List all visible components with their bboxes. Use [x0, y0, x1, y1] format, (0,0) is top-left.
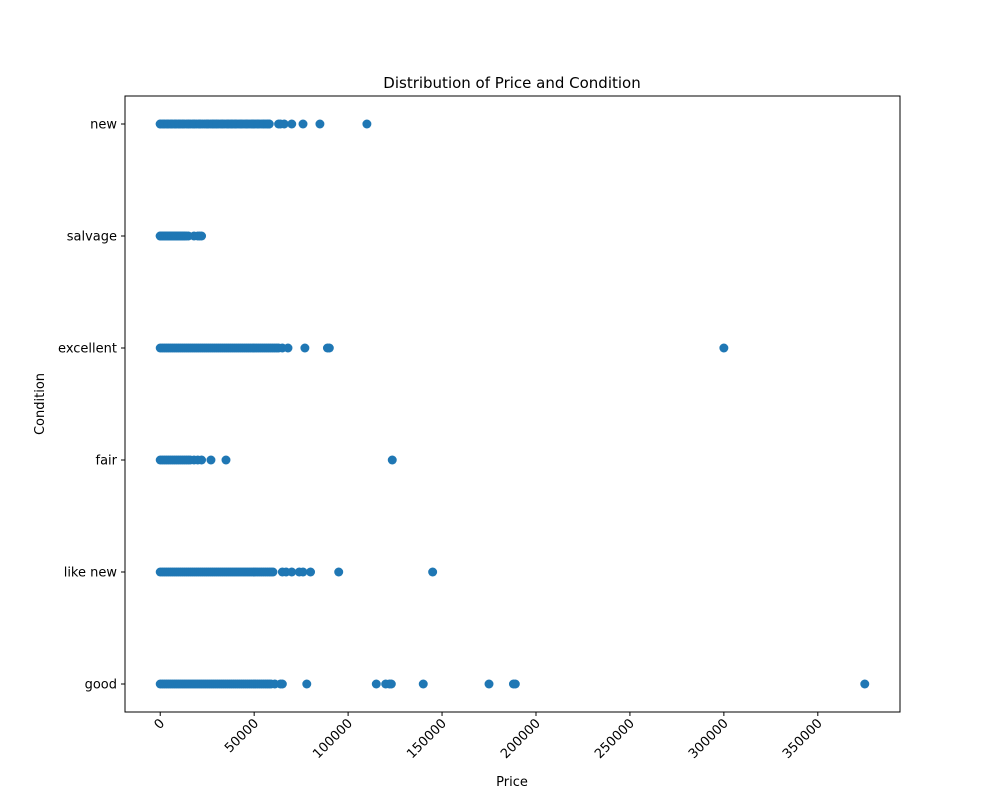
scatter-point: [428, 567, 438, 577]
scatter-point: [719, 343, 729, 353]
x-axis-label: Price: [496, 775, 528, 790]
scatter-point: [221, 455, 231, 465]
scatter-point: [324, 343, 334, 353]
scatter-point: [302, 679, 312, 689]
scatter-point: [371, 679, 381, 689]
scatter-point: [387, 455, 397, 465]
chart-title: Distribution of Price and Condition: [383, 74, 640, 92]
scatter-point: [484, 679, 494, 689]
scatter-point: [306, 567, 316, 577]
scatter-point: [268, 567, 278, 577]
scatter-point: [197, 455, 207, 465]
scatter-point: [283, 343, 293, 353]
y-tick-label: like new: [64, 566, 118, 581]
y-axis-label: Condition: [33, 373, 48, 435]
scatter-point: [287, 119, 297, 129]
scatter-point: [197, 231, 207, 241]
scatter-point: [418, 679, 428, 689]
scatter-point: [315, 119, 325, 129]
scatter-point: [362, 119, 372, 129]
scatter-point: [860, 679, 870, 689]
y-tick-label: new: [90, 118, 117, 133]
scatter-point: [264, 119, 274, 129]
data-points: [155, 119, 870, 689]
y-tick-label: excellent: [58, 342, 117, 357]
scatter-point: [300, 343, 310, 353]
scatter-point: [298, 567, 308, 577]
scatter-point: [287, 567, 297, 577]
scatter-point: [334, 567, 344, 577]
y-tick-label: fair: [96, 454, 118, 469]
y-tick-label: good: [85, 678, 117, 693]
y-axis-ticks: good like new fair excellent salvage new: [58, 118, 125, 693]
scatter-point: [195, 119, 205, 129]
y-tick-label: salvage: [67, 230, 117, 245]
scatter-point: [298, 119, 308, 129]
scatter-point: [510, 679, 520, 689]
scatter-point: [279, 119, 289, 129]
scatter-point: [206, 455, 216, 465]
scatter-point: [277, 679, 287, 689]
scatter-point: [386, 679, 396, 689]
plot-frame: [124, 95, 901, 713]
